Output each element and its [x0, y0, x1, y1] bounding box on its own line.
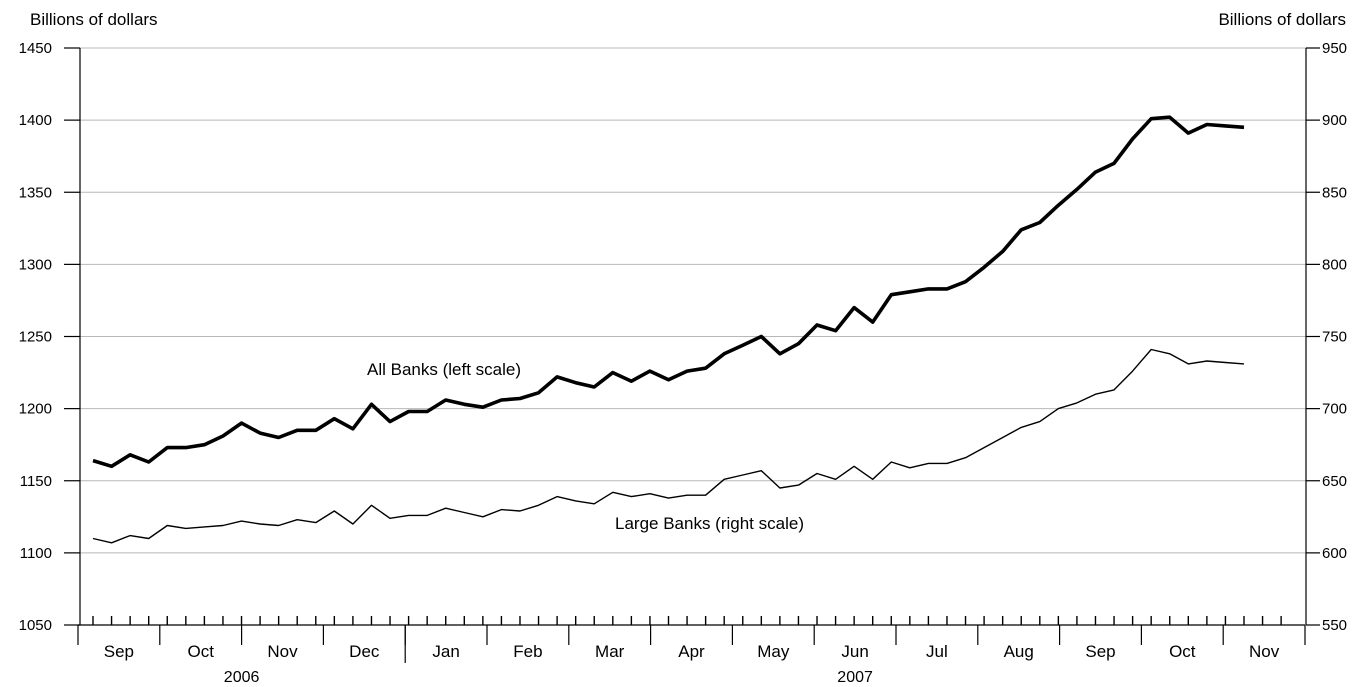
right-tick-label: 700 — [1322, 401, 1347, 418]
right-tick-label: 550 — [1322, 617, 1347, 634]
x-month-label: Oct — [1169, 642, 1196, 661]
left-tick-label: 1250 — [19, 329, 52, 346]
x-month-label: Nov — [267, 642, 298, 661]
right-tick-label: 850 — [1322, 184, 1347, 201]
series — [92, 115, 1245, 544]
series-line-large-banks — [92, 348, 1245, 544]
left-tick-label: 1450 — [19, 40, 52, 57]
series-line-all-banks — [92, 115, 1245, 469]
series-label-large-banks: Large Banks (right scale) — [615, 514, 804, 533]
x-month-label: Dec — [349, 642, 380, 661]
right-tick-label: 750 — [1322, 329, 1347, 346]
left-tick-label: 1200 — [19, 401, 52, 418]
left-axis-title: Billions of dollars — [30, 10, 158, 29]
x-month-label: Mar — [595, 642, 625, 661]
x-year-label: 2007 — [837, 669, 873, 686]
x-month-label: Apr — [678, 642, 705, 661]
right-tick-label: 800 — [1322, 256, 1347, 273]
x-month-label: Jun — [841, 642, 868, 661]
x-month-label: May — [757, 642, 790, 661]
left-tick-label: 1100 — [20, 545, 52, 562]
x-month-label: Sep — [1085, 642, 1115, 661]
left-tick-label: 1300 — [19, 256, 52, 273]
right-tick-label: 650 — [1322, 473, 1347, 490]
left-axis-ticks: 1050 1100 1150 1200 1250 1300 1350 1400 1450 — [19, 40, 80, 634]
right-tick-label: 600 — [1322, 545, 1347, 562]
right-axis-title: Billions of dollars — [1218, 10, 1346, 29]
right-tick-label: 900 — [1322, 112, 1347, 129]
series-label-all-banks: All Banks (left scale) — [367, 360, 521, 379]
x-month-label: Oct — [187, 642, 214, 661]
x-month-label: Feb — [513, 642, 542, 661]
x-month-label: Sep — [104, 642, 134, 661]
left-tick-label: 1150 — [20, 473, 52, 490]
x-year-label: 2006 — [224, 669, 260, 686]
x-month-label: Jul — [926, 642, 948, 661]
left-tick-label: 1050 — [19, 617, 52, 634]
x-month-label: Jan — [432, 642, 459, 661]
gridlines — [80, 47, 1306, 554]
right-axis-ticks: 550 600 650 700 750 800 850 900 950 — [1306, 40, 1347, 634]
left-tick-label: 1400 — [19, 112, 52, 129]
left-tick-label: 1350 — [19, 184, 52, 201]
x-month-label: Aug — [1004, 642, 1034, 661]
x-month-label: Nov — [1249, 642, 1280, 661]
right-tick-label: 950 — [1322, 40, 1347, 57]
x-axis: Sep Oct Nov Dec Jan Feb Mar Apr May Jun Jul Aug Sep O… — [77, 616, 1306, 686]
